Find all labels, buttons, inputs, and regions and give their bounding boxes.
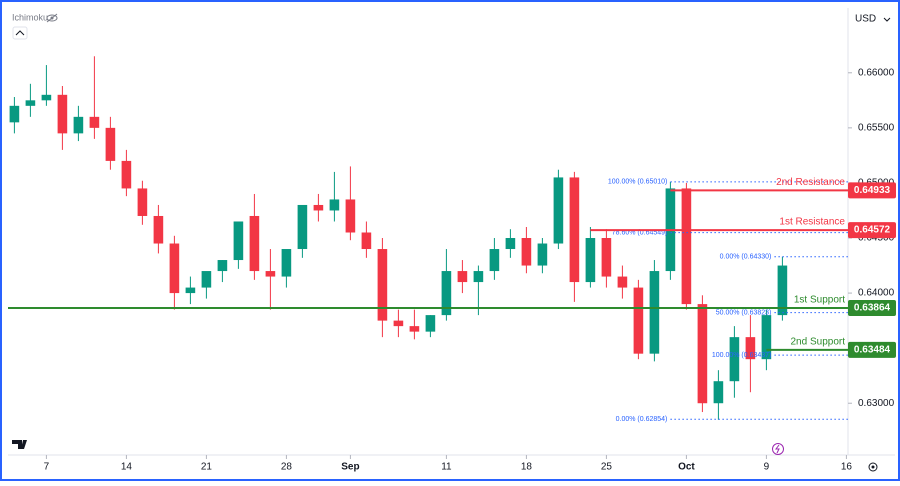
fib-label: 100.00% (0.63437): [712, 352, 772, 359]
candle-body: [41, 94, 52, 101]
fib-label: 0.00% (0.62854): [616, 416, 668, 423]
candle-body: [537, 243, 548, 266]
candle-body: [233, 221, 244, 261]
fib-label: 78.60% (0.64549): [612, 229, 668, 236]
candle-body: [329, 199, 340, 211]
candle-body: [521, 238, 532, 266]
level-name: 1st Resistance: [779, 217, 845, 228]
candle-body: [633, 287, 644, 354]
price-tag: [848, 341, 896, 358]
candle-body: [441, 271, 452, 316]
price-tag-label: 0.64933: [854, 185, 891, 196]
currency-label: USD: [855, 14, 876, 25]
x-tick-label: 25: [601, 462, 613, 473]
candle-body: [697, 304, 708, 404]
x-tick-label: 16: [841, 462, 853, 473]
level-name: 1st Support: [794, 295, 845, 306]
collapse-icon: [15, 30, 25, 36]
price-tag-label: 0.63484: [854, 345, 891, 356]
candle-body: [265, 271, 276, 277]
candle-body: [377, 249, 388, 321]
fib-label: 0.00% (0.64330): [720, 254, 772, 261]
candle-body: [121, 160, 132, 189]
candle-body: [393, 320, 404, 327]
candle-body: [457, 271, 468, 283]
candle-body: [345, 199, 356, 233]
indicator-name: Ichimoku: [12, 12, 48, 22]
candle-body: [281, 249, 292, 277]
alert-icon[interactable]: [772, 443, 784, 455]
candle-body: [137, 188, 148, 216]
candle-body: [89, 116, 100, 128]
x-tick-label: 11: [441, 462, 452, 473]
candle-body: [777, 265, 788, 316]
candle-body: [649, 271, 660, 354]
tv-logo: [12, 440, 27, 449]
y-tick-label: 0.64500: [858, 233, 895, 244]
candle-body: [761, 315, 772, 360]
candle-body: [729, 337, 740, 382]
x-tick-label: 28: [281, 462, 293, 473]
candle-body: [553, 177, 564, 244]
price-tag-label: 0.63864: [854, 303, 891, 314]
candle-body: [361, 232, 372, 250]
fib-label: 50.00% (0.63823): [716, 309, 772, 316]
fib-label: 100.00% (0.65010): [608, 179, 668, 186]
candle-body: [297, 204, 308, 250]
level-name: 2nd Resistance: [776, 177, 845, 188]
candle-body: [569, 177, 580, 283]
candle-body: [73, 116, 84, 134]
candle-body: [25, 100, 36, 106]
candle-body: [313, 204, 324, 211]
price-tag: [848, 222, 896, 239]
y-tick-label: 0.64000: [858, 288, 895, 299]
candle-body: [201, 271, 212, 288]
candle-body: [169, 243, 180, 294]
x-tick-label: Oct: [678, 462, 695, 473]
x-tick-label: 7: [44, 462, 50, 473]
candle-body: [681, 188, 692, 305]
currency-select[interactable]: USD: [850, 10, 892, 28]
candle-body: [409, 326, 420, 332]
candle-body: [585, 238, 596, 283]
y-tick-label: 0.63000: [858, 398, 895, 409]
x-tick-label: 18: [521, 462, 533, 473]
candle-body: [713, 381, 724, 404]
y-tick-label: 0.66000: [858, 67, 895, 78]
candle-body: [473, 271, 484, 283]
y-tick-label: 0.65500: [858, 122, 895, 133]
x-tick-label: Sep: [341, 462, 359, 473]
candle-body: [185, 287, 196, 294]
price-tag: [848, 300, 896, 317]
candle-body: [249, 215, 260, 272]
candle-body: [217, 260, 228, 272]
candle-body: [105, 127, 116, 161]
candle-body: [617, 276, 628, 288]
price-tag: [848, 182, 896, 199]
x-tick-label: 14: [121, 462, 133, 473]
candle-body: [745, 337, 756, 360]
settings-icon[interactable]: [868, 462, 878, 472]
candle-body: [505, 238, 516, 250]
candle-body: [153, 215, 164, 244]
candle-body: [9, 105, 20, 123]
collapse-button[interactable]: [12, 26, 28, 40]
x-tick-label: 9: [764, 462, 770, 473]
candle-body: [57, 94, 68, 134]
candle-body: [425, 315, 436, 332]
eye-icon[interactable]: [46, 13, 58, 23]
price-tag-label: 0.64572: [854, 225, 891, 236]
x-tick-label: 21: [201, 462, 213, 473]
level-name: 2nd Support: [791, 337, 846, 348]
candle-body: [601, 238, 612, 277]
candle-body: [489, 249, 500, 272]
